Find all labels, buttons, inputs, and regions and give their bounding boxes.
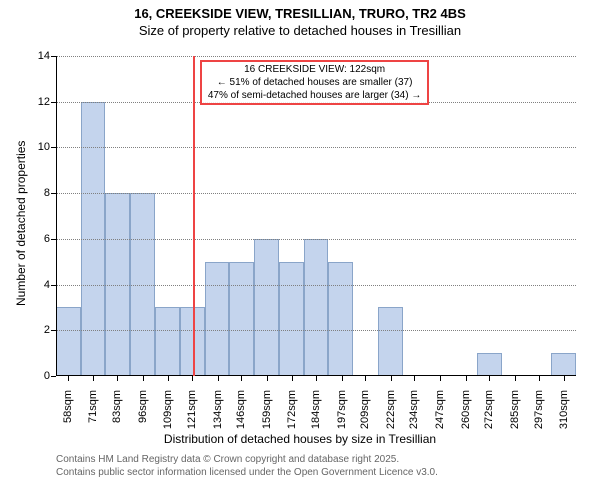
footnote: Contains HM Land Registry data © Crown c… xyxy=(56,454,438,479)
x-tick-mark xyxy=(117,376,118,381)
x-tick-label: 109sqm xyxy=(162,390,174,429)
x-tick-label: 134sqm xyxy=(212,390,224,429)
x-tick-label: 184sqm xyxy=(310,390,322,429)
x-axis-label: Distribution of detached houses by size … xyxy=(0,432,600,446)
x-tick-label: 260sqm xyxy=(460,390,472,429)
x-tick-mark xyxy=(218,376,219,381)
x-tick-label: 272sqm xyxy=(483,390,495,429)
x-tick-mark xyxy=(143,376,144,381)
chart-title-sub: Size of property relative to detached ho… xyxy=(0,23,600,38)
footnote-line-1: Contains HM Land Registry data © Crown c… xyxy=(56,454,438,467)
x-tick-label: 96sqm xyxy=(137,390,149,423)
x-tick-label: 209sqm xyxy=(359,390,371,429)
x-tick-label: 297sqm xyxy=(533,390,545,429)
x-tick-label: 71sqm xyxy=(87,390,99,423)
annotation-line-3: 47% of semi-detached houses are larger (… xyxy=(208,89,421,102)
y-axis-label: Number of detached properties xyxy=(14,141,28,306)
annotation-line-1: 16 CREEKSIDE VIEW: 122sqm xyxy=(208,63,421,76)
x-tick-mark xyxy=(68,376,69,381)
x-tick-mark xyxy=(93,376,94,381)
x-tick-label: 197sqm xyxy=(336,390,348,429)
x-tick-mark xyxy=(316,376,317,381)
x-axis-line xyxy=(56,375,576,376)
x-tick-label: 58sqm xyxy=(62,390,74,423)
x-tick-label: 121sqm xyxy=(186,390,198,429)
x-tick-label: 247sqm xyxy=(434,390,446,429)
x-tick-mark xyxy=(365,376,366,381)
plot-area: 02468101214 58sqm71sqm83sqm96sqm109sqm12… xyxy=(56,56,576,376)
x-tick-mark xyxy=(515,376,516,381)
x-tick-mark xyxy=(414,376,415,381)
x-tick-label: 234sqm xyxy=(408,390,420,429)
reference-line xyxy=(193,56,195,376)
annotation-box: 16 CREEKSIDE VIEW: 122sqm ← 51% of detac… xyxy=(200,60,429,105)
x-tick-label: 159sqm xyxy=(261,390,273,429)
x-tick-label: 310sqm xyxy=(558,390,570,429)
y-tick-mark xyxy=(51,376,56,377)
x-tick-mark xyxy=(241,376,242,381)
x-tick-label: 222sqm xyxy=(385,390,397,429)
x-tick-mark xyxy=(539,376,540,381)
x-tick-mark xyxy=(292,376,293,381)
x-tick-mark xyxy=(267,376,268,381)
y-axis-line xyxy=(56,56,57,376)
x-tick-mark xyxy=(440,376,441,381)
x-tick-label: 83sqm xyxy=(111,390,123,423)
chart-title-main: 16, CREEKSIDE VIEW, TRESILLIAN, TRURO, T… xyxy=(0,6,600,21)
x-tick-label: 146sqm xyxy=(235,390,247,429)
x-tick-label: 285sqm xyxy=(509,390,521,429)
x-tick-mark xyxy=(564,376,565,381)
x-tick-mark xyxy=(489,376,490,381)
x-tick-mark xyxy=(391,376,392,381)
x-tick-label: 172sqm xyxy=(286,390,298,429)
annotation-line-2: ← 51% of detached houses are smaller (37… xyxy=(208,76,421,89)
x-tick-mark xyxy=(466,376,467,381)
footnote-line-2: Contains public sector information licen… xyxy=(56,467,438,480)
x-tick-mark xyxy=(192,376,193,381)
x-tick-mark xyxy=(342,376,343,381)
x-tick-mark xyxy=(168,376,169,381)
